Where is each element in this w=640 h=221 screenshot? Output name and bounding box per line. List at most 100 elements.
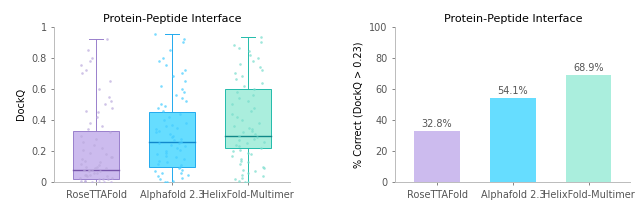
Point	[159, 181, 170, 184]
Point	[252, 135, 262, 139]
Point	[237, 118, 247, 122]
Point	[94, 163, 104, 167]
Point	[173, 167, 184, 170]
Point	[238, 168, 248, 172]
Point	[102, 174, 113, 178]
Point	[168, 179, 179, 183]
Point	[79, 168, 89, 172]
Point	[175, 140, 186, 144]
Point	[244, 50, 254, 53]
Bar	[225, 89, 271, 148]
Point	[230, 72, 240, 75]
Point	[238, 131, 248, 134]
Point	[90, 167, 100, 170]
Point	[248, 93, 258, 97]
Point	[92, 171, 102, 175]
Point	[79, 179, 90, 183]
Point	[243, 171, 253, 175]
Point	[81, 174, 92, 178]
Point	[94, 87, 104, 91]
Point	[78, 140, 88, 144]
Point	[232, 115, 243, 119]
Point	[93, 110, 103, 114]
Point	[236, 157, 246, 161]
Point	[164, 132, 175, 136]
Point	[81, 165, 92, 169]
Point	[107, 176, 117, 179]
Point	[100, 103, 111, 106]
Point	[157, 171, 167, 175]
Point	[227, 154, 237, 158]
Point	[151, 128, 161, 131]
Point	[247, 128, 257, 131]
Point	[92, 165, 102, 169]
Point	[259, 140, 269, 144]
Point	[239, 84, 249, 88]
Point	[168, 134, 178, 137]
Point	[177, 176, 187, 179]
Point	[183, 173, 193, 176]
Point	[180, 145, 190, 148]
Point	[234, 139, 244, 142]
Point	[94, 177, 104, 181]
Point	[106, 156, 116, 159]
Point	[175, 165, 185, 169]
Point	[257, 174, 268, 178]
Point	[85, 59, 95, 63]
Bar	[149, 112, 195, 167]
Point	[100, 167, 111, 170]
Point	[228, 149, 238, 153]
Bar	[74, 131, 119, 179]
Point	[256, 36, 266, 39]
Point	[177, 96, 188, 100]
Point	[172, 93, 182, 97]
Bar	[490, 98, 536, 182]
Point	[106, 156, 116, 159]
Point	[243, 181, 253, 184]
Point	[257, 81, 268, 84]
Point	[81, 68, 91, 72]
Point	[166, 135, 177, 139]
Point	[77, 72, 88, 75]
Point	[166, 143, 176, 147]
Point	[84, 151, 95, 154]
Point	[75, 176, 85, 179]
Point	[176, 163, 186, 167]
Point	[76, 134, 86, 137]
Point	[229, 44, 239, 47]
Point	[83, 48, 93, 52]
Point	[154, 129, 164, 133]
Point	[105, 79, 115, 83]
Point	[179, 90, 189, 94]
Point	[177, 87, 188, 91]
Point	[76, 157, 86, 161]
Point	[160, 104, 170, 108]
Point	[237, 173, 247, 176]
Point	[250, 170, 260, 173]
Point	[240, 181, 250, 184]
Point	[176, 137, 186, 141]
Point	[80, 159, 90, 162]
Point	[256, 40, 266, 44]
Point	[76, 64, 86, 67]
Point	[107, 106, 117, 109]
Point	[81, 173, 91, 176]
Point	[180, 121, 191, 125]
Point	[234, 145, 244, 148]
Point	[87, 181, 97, 184]
Point	[234, 47, 244, 50]
Bar	[414, 131, 460, 182]
Point	[161, 149, 172, 153]
Point	[235, 62, 245, 66]
Point	[161, 151, 171, 154]
Point	[83, 128, 93, 131]
Point	[257, 68, 267, 72]
Point	[246, 152, 257, 156]
Point	[156, 103, 166, 106]
Point	[89, 143, 99, 147]
Point	[177, 72, 188, 75]
Point	[162, 160, 172, 164]
Y-axis label: % Correct (DockQ > 0.23): % Correct (DockQ > 0.23)	[354, 41, 364, 168]
Point	[243, 142, 253, 145]
Point	[81, 173, 91, 176]
